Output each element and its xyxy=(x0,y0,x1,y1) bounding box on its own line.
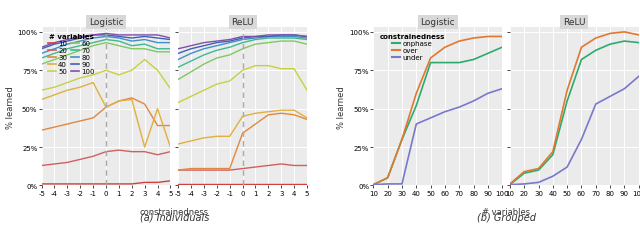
Y-axis label: % learned: % learned xyxy=(337,86,346,128)
Text: (a) Individuals: (a) Individuals xyxy=(140,212,209,222)
Legend: 10, 20, 30, 40, 50, 60, 70, 80, 90, 100: 10, 20, 30, 40, 50, 60, 70, 80, 90, 100 xyxy=(46,32,96,76)
Y-axis label: % learned: % learned xyxy=(6,86,15,128)
Legend: onphase, over, under: onphase, over, under xyxy=(378,32,446,62)
Title: Logistic: Logistic xyxy=(420,18,455,27)
Text: # variables: # variables xyxy=(482,207,530,216)
Text: constrainedness: constrainedness xyxy=(140,207,209,216)
Title: Logistic: Logistic xyxy=(89,18,124,27)
Title: ReLU: ReLU xyxy=(563,18,586,27)
Title: ReLU: ReLU xyxy=(231,18,254,27)
Text: (b) Grouped: (b) Grouped xyxy=(477,212,536,222)
